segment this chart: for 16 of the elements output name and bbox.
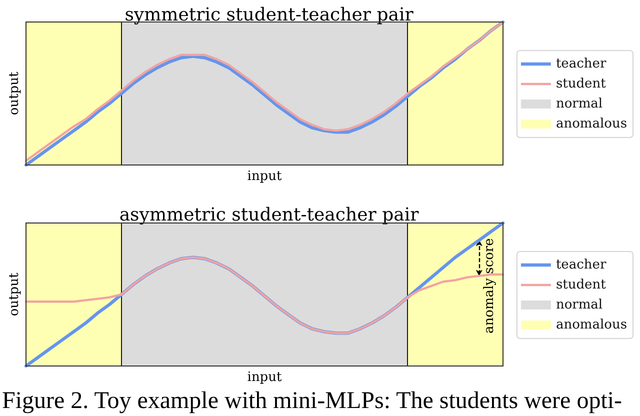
legend-label: teacher: [556, 258, 607, 272]
annotation: anomaly score: [482, 238, 498, 334]
legend-label: normal: [556, 298, 603, 312]
legend-label: normal: [556, 96, 603, 112]
x-axis-title: input: [247, 169, 282, 184]
legend-label: student: [556, 278, 607, 292]
caption: Figure 2. Toy example with mini-MLPs: The students were opti-: [2, 388, 622, 414]
chart-title: asymmetric student-teacher pair: [119, 204, 420, 226]
x-axis-title: input: [247, 370, 282, 385]
legend-label: student: [556, 76, 607, 92]
legend-label: anomalous: [556, 318, 628, 332]
y-axis-title: output: [7, 272, 22, 316]
legend-label: teacher: [556, 56, 607, 72]
chart-title: symmetric student-teacher pair: [124, 4, 414, 26]
legend-label: anomalous: [556, 116, 628, 132]
y-axis-title: output: [7, 71, 22, 116]
